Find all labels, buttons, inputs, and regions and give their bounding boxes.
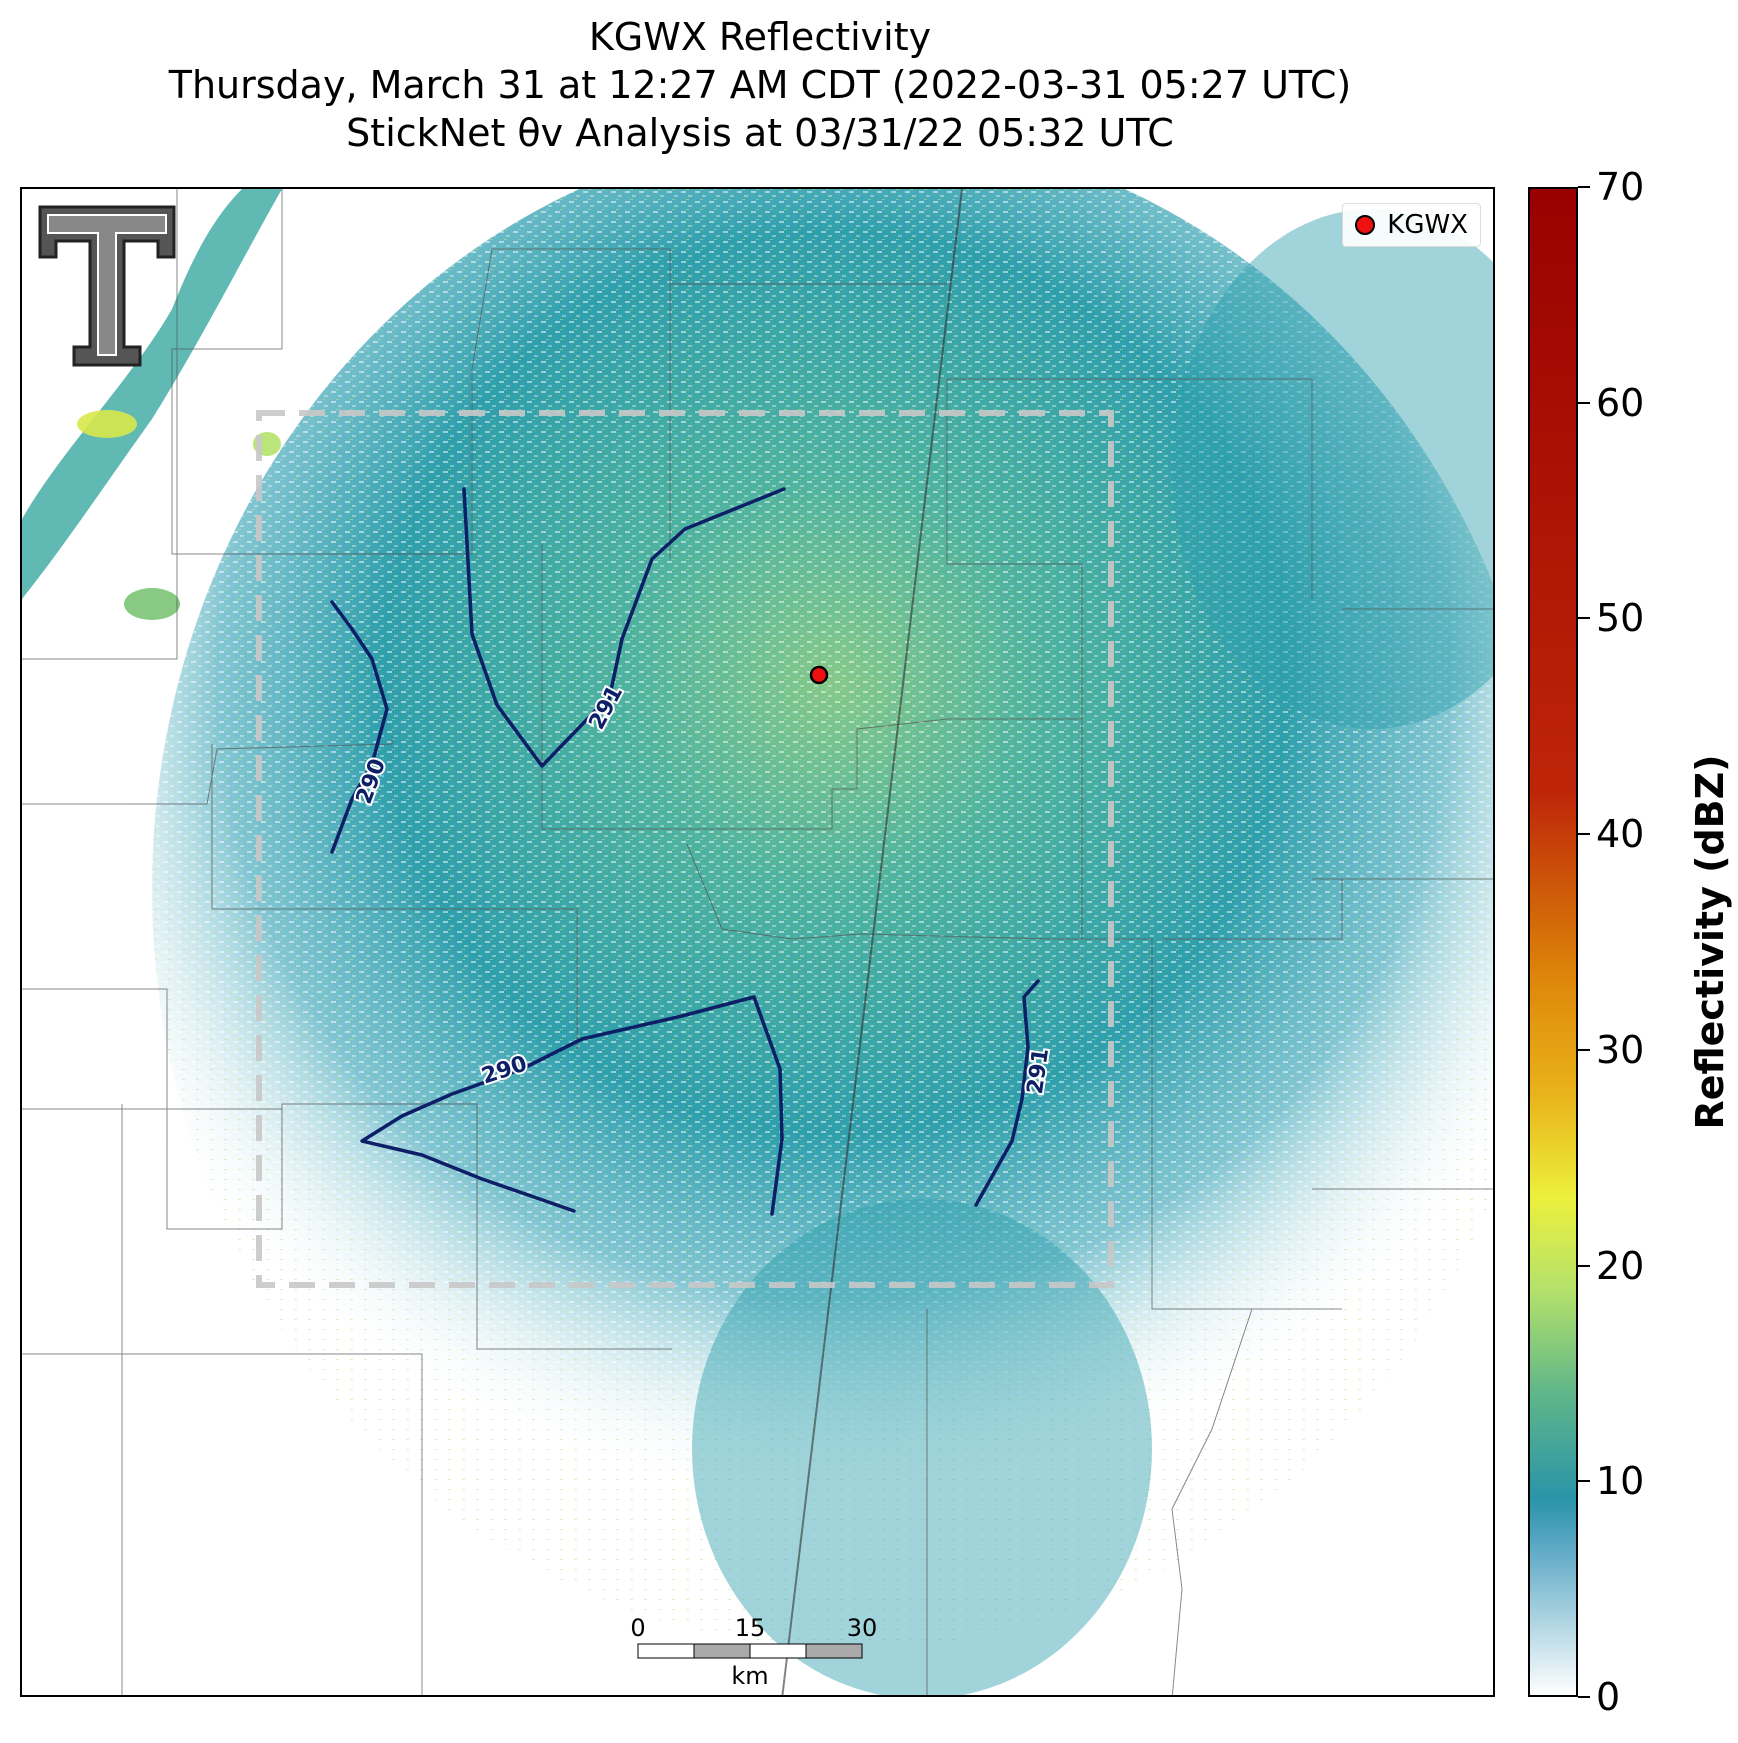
- scale-unit: km: [731, 1662, 768, 1690]
- highway-line: [781, 189, 963, 1695]
- scale-tick-15: 15: [735, 1614, 766, 1642]
- colorbar-tick-label: 70: [1596, 165, 1645, 209]
- radar-site-legend-icon: [1355, 215, 1376, 235]
- radar-map[interactable]: 290 291 290 291 KGWX: [20, 187, 1495, 1697]
- colorbar-tick-mark: [1578, 617, 1590, 620]
- colorbar-tick-mark: [1578, 1480, 1590, 1483]
- colorbar-tick-mark: [1578, 833, 1590, 836]
- reflectivity-colorbar: [1528, 187, 1578, 1697]
- colorbar-tick-label: 30: [1596, 1027, 1645, 1072]
- colorbar-tick-mark: [1578, 1048, 1590, 1051]
- county-boundaries: [22, 189, 1493, 1695]
- chart-title: KGWX Reflectivity: [588, 15, 932, 59]
- colorbar-tick-label: 0: [1596, 1675, 1621, 1719]
- colorbar-tick-label: 40: [1596, 812, 1645, 857]
- reflectivity-echoes: [22, 189, 1493, 1695]
- scale-tick-30: 30: [847, 1614, 878, 1642]
- texas-tech-double-t-logo: [38, 205, 176, 367]
- colorbar-tick-label: 20: [1596, 1243, 1645, 1288]
- map-legend: KGWX: [1342, 203, 1481, 247]
- colorbar-tick-mark: [1578, 1696, 1590, 1698]
- theta-v-contours: [330, 487, 1040, 1216]
- scale-bar: 0 15 30 km: [630, 1614, 878, 1690]
- scale-tick-0: 0: [630, 1614, 645, 1642]
- radar-site-marker[interactable]: [809, 665, 829, 685]
- colorbar-tick-mark: [1578, 186, 1590, 188]
- analysis-domain-box: [256, 410, 1114, 1288]
- colorbar-label: Reflectivity (dBZ): [1688, 754, 1732, 1130]
- colorbar-tick-label: 60: [1596, 380, 1645, 425]
- legend-label: KGWX: [1387, 210, 1468, 240]
- chart-subtitle-analysis: StickNet θv Analysis at 03/31/22 05:32 U…: [346, 111, 1174, 155]
- colorbar-tick-label: 10: [1596, 1459, 1645, 1504]
- colorbar-tick-mark: [1578, 401, 1590, 404]
- colorbar-tick-label: 50: [1596, 596, 1645, 641]
- chart-subtitle-time: Thursday, March 31 at 12:27 AM CDT (2022…: [168, 63, 1352, 107]
- colorbar-tick-mark: [1578, 1264, 1590, 1267]
